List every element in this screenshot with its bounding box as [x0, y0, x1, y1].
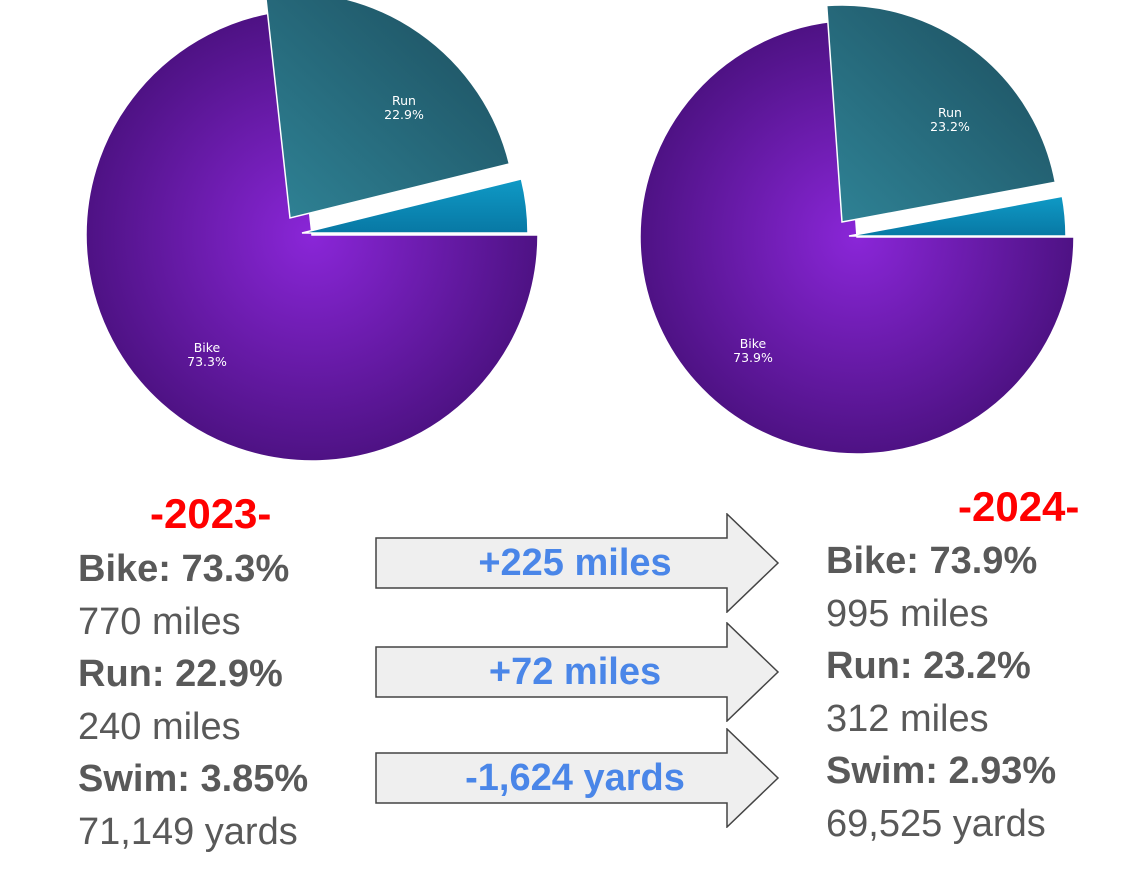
swim-slice: [848, 195, 1067, 237]
run-slice: [825, 4, 1057, 223]
swim-pct-2023: Swim: 3.85%: [78, 758, 309, 800]
bike-amt-2023: 770 miles: [78, 600, 241, 643]
run-change-label: +72 miles: [488, 650, 662, 693]
arrow-right-icon: [375, 728, 780, 828]
year-title-2024: -2024-: [958, 483, 1080, 530]
run-pct-2023: Run: 22.9%: [78, 653, 283, 695]
bike-amt-2024: 995 miles: [826, 592, 989, 635]
run-slice-label: Run: [938, 105, 962, 120]
year-title-2023: -2023-: [150, 490, 272, 537]
run-slice-value: 22.9%: [384, 107, 424, 122]
bike-pct-2024: Bike: 73.9%: [826, 540, 1038, 582]
swim-amt-2023: 71,149 yards: [78, 810, 298, 853]
swim-amt-2024: 69,525 yards: [826, 802, 1046, 845]
swim-change-label: -1,624 yards: [465, 756, 685, 799]
run-amt-2023: 240 miles: [78, 705, 241, 748]
run-amt-2024: 312 miles: [826, 697, 989, 740]
bike-slice: [85, 9, 539, 462]
arrow-right-icon: [375, 622, 780, 722]
bike-pct-2023: Bike: 73.3%: [78, 548, 290, 590]
bike-change-label: +225 miles: [478, 541, 672, 584]
swim-pct-2024: Swim: 2.93%: [826, 750, 1057, 792]
bike-slice-label: Bike: [740, 336, 767, 351]
run-change-arrow: +72 miles: [375, 622, 785, 722]
stats-2024: Bike: 73.9% 995 miles Run: 23.2% 312 mil…: [826, 535, 1056, 850]
swim-change-arrow: -1,624 yards: [375, 728, 785, 828]
run-slice-value: 23.2%: [930, 119, 970, 134]
arrow-right-icon: [375, 513, 780, 613]
stats-2023: Bike: 73.3% 770 miles Run: 22.9% 240 mil…: [78, 543, 308, 858]
run-pct-2024: Run: 23.2%: [826, 645, 1031, 687]
swim-slice: [301, 177, 529, 234]
run-slice: [265, 0, 511, 219]
bike-slice-value: 73.3%: [187, 354, 227, 369]
bike-change-arrow: +225 miles: [375, 513, 785, 613]
run-slice-label: Run: [392, 93, 416, 108]
bike-slice-value: 73.9%: [733, 350, 773, 365]
bike-slice: [639, 19, 1075, 455]
bike-slice-label: Bike: [194, 340, 221, 355]
